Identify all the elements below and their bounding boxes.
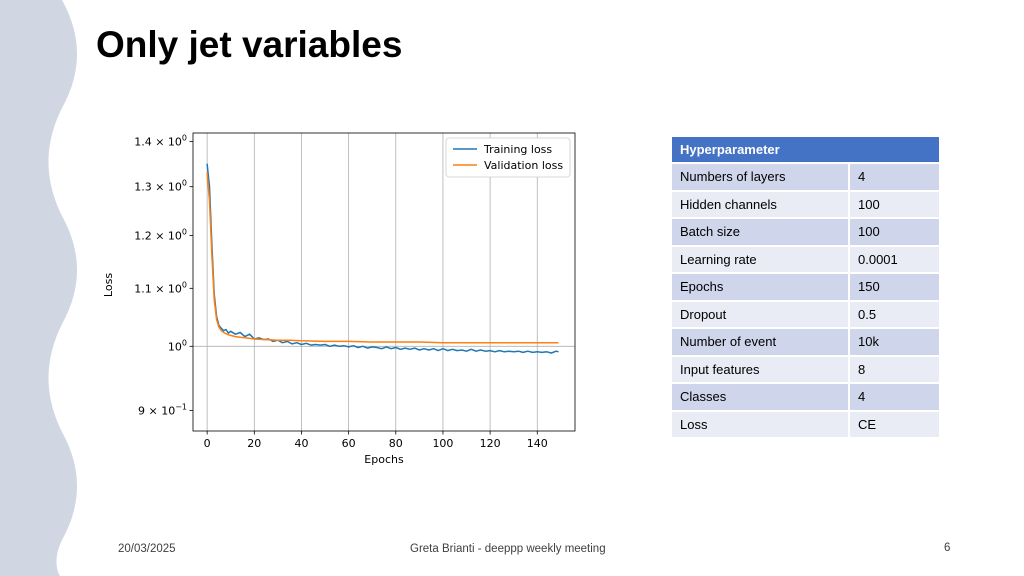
param-value: 0.0001	[849, 245, 939, 274]
table-row: Number of event 10k	[672, 328, 939, 357]
param-value: 100	[849, 190, 939, 219]
param-name: Dropout	[672, 300, 850, 329]
legend-label-validation: Validation loss	[484, 159, 563, 172]
param-value: 10k	[849, 328, 939, 357]
x-axis-label: Epochs	[364, 453, 404, 466]
table-row: Classes 4	[672, 383, 939, 412]
legend-label-training: Training loss	[483, 143, 552, 156]
table-row: Learning rate 0.0001	[672, 245, 939, 274]
param-name: Input features	[672, 355, 850, 384]
param-name: Classes	[672, 383, 850, 412]
x-tick-label: 40	[294, 437, 308, 450]
y-tick-label: 9 × 10−1	[138, 402, 187, 417]
param-name: Batch size	[672, 218, 850, 247]
x-axis-ticks: 0 20 40 60 80 100 120 140	[204, 431, 548, 450]
table-row: Numbers of layers 4	[672, 163, 939, 192]
slide-title: Only jet variables	[96, 24, 403, 65]
table-header-row: Hyperparameter	[672, 137, 939, 164]
param-value: 0.5	[849, 300, 939, 329]
param-value: 4	[849, 383, 939, 412]
param-value: 8	[849, 355, 939, 384]
param-name: Epochs	[672, 273, 850, 302]
param-value: 4	[849, 163, 939, 192]
x-tick-label: 0	[204, 437, 211, 450]
x-tick-label: 140	[527, 437, 548, 450]
table-header: Hyperparameter	[672, 137, 939, 164]
training-loss-line	[206, 163, 559, 354]
footer-text: Greta Brianti - deeppp weekly meeting	[410, 543, 606, 555]
page-number: 6	[944, 542, 951, 554]
x-tick-label: 20	[247, 437, 261, 450]
validation-loss-line	[206, 172, 559, 344]
table-row: Epochs 150	[672, 273, 939, 302]
loss-chart: 0 20 40 60 80 100 120 140 9 × 10−1 100 1.1 × 100 1…	[102, 132, 576, 466]
y-tick-label: 1.2 × 100	[134, 227, 187, 242]
wave-shape	[0, 0, 77, 576]
y-tick-label: 100	[168, 338, 187, 353]
param-value: CE	[849, 410, 939, 439]
legend-box	[445, 137, 571, 178]
table-row: Loss CE	[672, 410, 939, 439]
param-name: Loss	[672, 410, 850, 439]
decorative-wave-strip	[0, 0, 77, 576]
x-tick-label: 80	[389, 437, 403, 450]
param-name: Hidden channels	[672, 190, 850, 219]
param-value: 150	[849, 273, 939, 302]
y-tick-label: 1.4 × 100	[134, 134, 187, 149]
param-name: Learning rate	[672, 245, 850, 274]
param-value: 100	[849, 218, 939, 247]
series-lines	[206, 163, 559, 354]
y-axis-ticks: 9 × 10−1 100 1.1 × 100 1.2 × 100 1.3 × 100 1.…	[134, 134, 193, 417]
y-tick-label: 1.1 × 100	[134, 280, 187, 295]
param-name: Number of event	[672, 328, 850, 357]
y-axis-label: Loss	[102, 273, 115, 297]
table-row: Hidden channels 100	[672, 190, 939, 219]
x-tick-label: 120	[480, 437, 501, 450]
table-row: Batch size 100	[672, 218, 939, 247]
x-tick-label: 100	[432, 437, 453, 450]
param-name: Numbers of layers	[672, 163, 850, 192]
plot-frame	[192, 132, 576, 432]
table-row: Input features 8	[672, 355, 939, 384]
grid-lines	[193, 133, 575, 431]
table-row: Dropout 0.5	[672, 300, 939, 329]
footer-date: 20/03/2025	[118, 543, 176, 555]
y-tick-label: 1.3 × 100	[134, 179, 187, 194]
legend: Training loss Validation loss	[445, 137, 571, 178]
hyperparameter-table: Hyperparameter Numbers of layers 4 Hidden…	[672, 137, 939, 439]
x-tick-label: 60	[342, 437, 356, 450]
